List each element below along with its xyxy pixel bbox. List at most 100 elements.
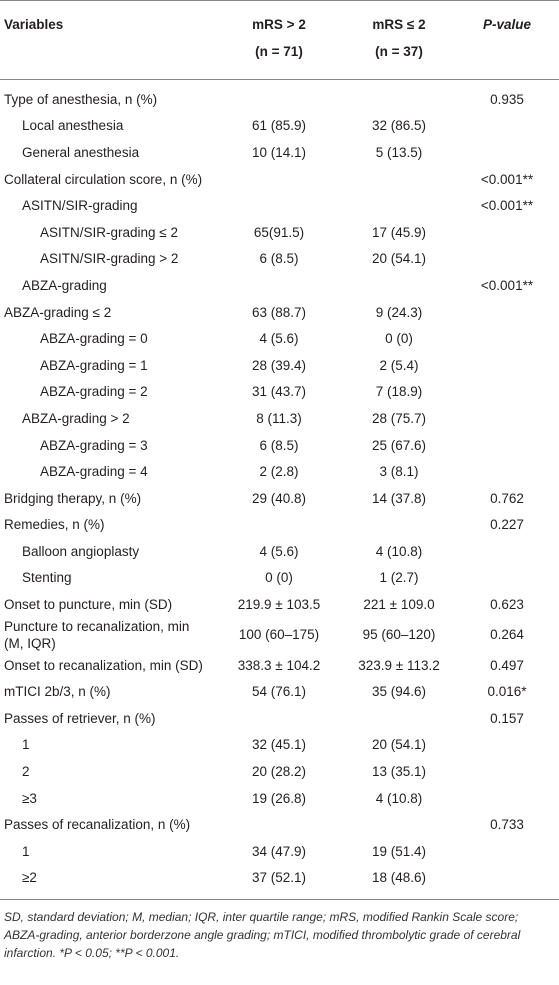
cell: 0.935 — [490, 91, 524, 107]
table-row: ABZA-grading ≤ 2 63 (88.7) 9 (24.3) — [0, 299, 559, 326]
table-row: ASITN/SIR-grading <0.001** — [0, 192, 559, 219]
cell: 34 (47.9) — [251, 843, 307, 859]
header-line: mRS > 2 — [252, 17, 306, 32]
cell — [455, 758, 559, 785]
table-row: ABZA-grading = 0 4 (5.6) 0 (0) — [0, 325, 559, 352]
cell: 5 (13.5) — [375, 144, 423, 160]
cell: 17 (45.9) — [371, 224, 427, 240]
cell: 3 (8.1) — [379, 464, 419, 480]
cell: 32 (86.5) — [371, 118, 427, 134]
results-table: Variables mRS > 2 (n = 71) mRS ≤ 2 (n = 37… — [0, 0, 559, 900]
cell — [455, 458, 559, 485]
row-label: Collateral circulation score, n (%) — [4, 171, 203, 187]
cell — [343, 80, 455, 113]
row-label: Balloon angioplasty — [22, 543, 140, 559]
table-row: Passes of recanalization, n (%) 0.733 — [0, 811, 559, 838]
cell — [455, 565, 559, 592]
row-label: Bridging therapy, n (%) — [4, 490, 142, 506]
cell: 95 (60–120) — [362, 627, 436, 643]
header-cell: Variables — [0, 0, 215, 80]
cell: 13 (35.1) — [371, 764, 427, 780]
cell — [343, 272, 455, 299]
cell — [455, 838, 559, 865]
row-label: ≥3 — [22, 790, 37, 806]
cell: 25 (67.6) — [371, 437, 427, 453]
cell: 338.3 ± 104.2 — [237, 657, 321, 673]
row-label: Remedies, n (%) — [4, 517, 105, 533]
cell: 9 (24.3) — [375, 304, 423, 320]
row-label: ABZA-grading = 4 — [40, 464, 148, 480]
row-label: Onset to puncture, min (SD) — [4, 597, 173, 613]
cell: 4 (5.6) — [259, 331, 299, 347]
cell: 2 (2.8) — [259, 464, 299, 480]
row-label: mTICI 2b/3, n (%) — [4, 684, 111, 700]
cell — [455, 219, 559, 246]
table-row: General anesthesia 10 (14.1) 5 (13.5) — [0, 139, 559, 166]
cell — [455, 432, 559, 459]
cell: 6 (8.5) — [259, 251, 299, 267]
cell: 0.264 — [490, 627, 524, 643]
cell — [215, 166, 343, 193]
cell: 20 (28.2) — [251, 764, 307, 780]
cell: <0.001** — [480, 198, 534, 214]
cell: 1 (2.7) — [379, 570, 419, 586]
header-cell: mRS > 2 (n = 71) — [215, 0, 343, 80]
cell: 2 (5.4) — [379, 357, 419, 373]
cell — [215, 272, 343, 299]
table-body: Type of anesthesia, n (%) 0.935 Local anes… — [0, 80, 559, 900]
cell: 37 (52.1) — [251, 870, 307, 886]
cell — [455, 246, 559, 273]
cell — [455, 139, 559, 166]
table-row: ABZA-grading = 2 31 (43.7) 7 (18.9) — [0, 379, 559, 406]
cell: 100 (60–175) — [238, 627, 320, 643]
cell: 54 (76.1) — [251, 684, 307, 700]
row-label: Passes of retriever, n (%) — [4, 710, 156, 726]
cell: 7 (18.9) — [375, 384, 423, 400]
row-label: Stenting — [22, 570, 72, 586]
cell: 0.157 — [490, 710, 524, 726]
table-row: ASITN/SIR-grading ≤ 2 65(91.5) 17 (45.9) — [0, 219, 559, 246]
table-row: Stenting 0 (0) 1 (2.7) — [0, 565, 559, 592]
cell: 63 (88.7) — [251, 304, 307, 320]
row-label: 2 — [22, 764, 30, 780]
cell: 6 (8.5) — [259, 437, 299, 453]
table-row: Local anesthesia 61 (85.9) 32 (86.5) — [0, 113, 559, 140]
cell — [215, 811, 343, 838]
cell: 19 (26.8) — [251, 790, 307, 806]
table-row: Onset to recanalization, min (SD) 338.3 ±… — [0, 652, 559, 679]
cell: 0.016* — [487, 684, 527, 700]
row-label: 1 — [22, 737, 30, 753]
cell — [343, 705, 455, 732]
table-row: Collateral circulation score, n (%) <0.00… — [0, 166, 559, 193]
cell: <0.001** — [480, 171, 534, 187]
cell — [455, 732, 559, 759]
cell: 4 (10.8) — [375, 543, 423, 559]
table-row: ABZA-grading <0.001** — [0, 272, 559, 299]
cell: 20 (54.1) — [371, 251, 427, 267]
cell — [215, 192, 343, 219]
row-label: ABZA-grading ≤ 2 — [4, 304, 112, 320]
footnote: SD, standard deviation; M, median; IQR, … — [4, 910, 521, 961]
table-row: ASITN/SIR-grading > 2 6 (8.5) 20 (54.1) — [0, 246, 559, 273]
cell — [455, 379, 559, 406]
cell: 28 (75.7) — [371, 410, 427, 426]
cell — [455, 538, 559, 565]
table-row: ≥3 19 (26.8) 4 (10.8) — [0, 785, 559, 812]
cell: 4 (10.8) — [375, 790, 423, 806]
table-row: Bridging therapy, n (%) 29 (40.8) 14 (37.8… — [0, 485, 559, 512]
row-label: Puncture to recanalization, min (M, IQR) — [4, 618, 190, 651]
cell — [343, 512, 455, 539]
cell — [455, 299, 559, 326]
cell — [343, 166, 455, 193]
table-row: 1 34 (47.9) 19 (51.4) — [0, 838, 559, 865]
table-row: ≥2 37 (52.1) 18 (48.6) — [0, 865, 559, 900]
header-line: (n = 71) — [255, 44, 303, 59]
table-row: 2 20 (28.2) 13 (35.1) — [0, 758, 559, 785]
cell: 0.623 — [490, 597, 524, 613]
table-header: Variables mRS > 2 (n = 71) mRS ≤ 2 (n = 37… — [0, 0, 559, 80]
row-label: ABZA-grading > 2 — [22, 410, 130, 426]
row-label: Local anesthesia — [22, 118, 124, 134]
row-label: ASITN/SIR-grading > 2 — [40, 251, 179, 267]
row-label: General anesthesia — [22, 144, 140, 160]
